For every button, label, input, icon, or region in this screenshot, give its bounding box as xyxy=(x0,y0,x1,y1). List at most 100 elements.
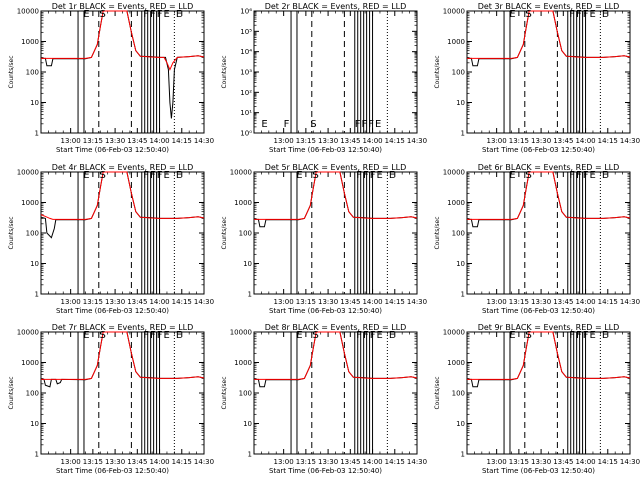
x-tick-label: 14:30 xyxy=(194,137,214,145)
lld-series-line xyxy=(41,10,205,71)
y-tick-label: 1 xyxy=(35,291,39,299)
event-marker-label: E xyxy=(176,330,183,341)
y-axis-label: Counts/sec xyxy=(434,55,441,88)
event-marker-label: S xyxy=(100,170,107,181)
event-marker-label: FFFE xyxy=(143,9,171,20)
y-tick-label: 10 xyxy=(456,99,465,107)
x-axis-label: Start Time (06-Feb-03 12:50:40) xyxy=(269,467,382,475)
event-marker-label: E xyxy=(389,170,396,181)
axes-frame xyxy=(253,331,418,455)
x-tick-label: 14:30 xyxy=(407,458,427,466)
y-tick-label: 1000 xyxy=(21,38,39,46)
x-axis-label: Start Time (06-Feb-03 12:50:40) xyxy=(482,146,595,154)
event-marker-label: E xyxy=(83,170,90,181)
x-tick-label: 13:45 xyxy=(127,137,147,145)
x-tick-label: 13:15 xyxy=(83,137,103,145)
x-tick-label: 14:00 xyxy=(575,298,595,306)
event-marker-label: FFFE xyxy=(355,119,383,130)
event-marker-label: E xyxy=(602,330,609,341)
axes-frame xyxy=(466,10,631,134)
y-tick-label: 10 xyxy=(456,420,465,428)
event-marker-label: E xyxy=(261,119,268,130)
panel-det-3r: 1 10 100 1000 10000 13:00 13:15 13:30 13:45 14:00… xyxy=(434,2,640,154)
y-tick-label: 1 xyxy=(248,451,252,459)
y-axis-label: Counts/sec xyxy=(221,376,228,409)
event-marker-label: FFFE xyxy=(143,170,171,181)
y-tick-label: 100 xyxy=(452,390,465,398)
panel-det-8r: 1 10 100 1000 10000 13:00 13:15 13:30 13:45 14:00… xyxy=(221,323,427,475)
axes-frame xyxy=(466,171,631,295)
x-axis-label: Start Time (06-Feb-03 12:50:40) xyxy=(269,307,382,315)
x-tick-label: 14:00 xyxy=(149,458,169,466)
x-tick-label: 14:30 xyxy=(620,458,640,466)
y-tick-label: 100 xyxy=(452,230,465,238)
x-tick-label: 14:15 xyxy=(172,137,192,145)
panel-det-9r: 1 10 100 1000 10000 13:00 13:15 13:30 13:45 14:00… xyxy=(434,323,640,475)
x-tick-label: 13:30 xyxy=(318,137,338,145)
panel-det-1r: 1 10 100 1000 10000 13:00 13:15 13:30 13:45 14:00… xyxy=(8,2,214,154)
x-tick-label: 14:30 xyxy=(407,137,427,145)
panel-title: Det 9r BLACK = Events, RED = LLD xyxy=(478,323,620,332)
y-tick-label: 10000 xyxy=(230,169,252,177)
y-tick-label: 1000 xyxy=(21,199,39,207)
y-tick-label: 10³ xyxy=(240,69,252,77)
y-axis-label: Counts/sec xyxy=(8,376,15,409)
events-series-line xyxy=(41,10,205,119)
panel-title: Det 8r BLACK = Events, RED = LLD xyxy=(265,323,407,332)
x-tick-label: 14:15 xyxy=(385,137,405,145)
x-axis-label: Start Time (06-Feb-03 12:50:40) xyxy=(269,146,382,154)
axes-frame xyxy=(466,331,631,455)
x-tick-label: 14:00 xyxy=(149,137,169,145)
y-tick-label: 1 xyxy=(35,130,39,138)
y-tick-label: 1 xyxy=(461,451,465,459)
x-tick-label: 13:30 xyxy=(531,298,551,306)
x-tick-label: 13:00 xyxy=(274,298,294,306)
y-tick-label: 10000 xyxy=(443,8,465,16)
y-tick-label: 1 xyxy=(248,291,252,299)
x-tick-label: 13:30 xyxy=(531,458,551,466)
panel-det-2r: 10⁰ 10¹ 10² 10³ 10⁴ 10⁵ 10⁶ 13:00 13:15 13:30 13:4… xyxy=(221,2,427,154)
event-marker-label: S xyxy=(310,119,317,130)
x-tick-label: 13:15 xyxy=(83,458,103,466)
x-tick-label: 14:30 xyxy=(194,458,214,466)
x-tick-label: 14:30 xyxy=(620,137,640,145)
x-tick-label: 13:30 xyxy=(318,458,338,466)
x-tick-label: 13:45 xyxy=(127,458,147,466)
x-tick-label: 13:45 xyxy=(127,298,147,306)
x-tick-label: 13:00 xyxy=(487,298,507,306)
x-axis-label: Start Time (06-Feb-03 12:50:40) xyxy=(56,307,169,315)
x-tick-label: 13:30 xyxy=(531,137,551,145)
y-axis-label: Counts/sec xyxy=(221,216,228,249)
y-tick-label: 10 xyxy=(30,420,39,428)
y-tick-label: 1 xyxy=(35,451,39,459)
y-tick-label: 10⁵ xyxy=(240,28,252,36)
panel-title: Det 5r BLACK = Events, RED = LLD xyxy=(265,163,407,172)
panel-title: Det 7r BLACK = Events, RED = LLD xyxy=(52,323,194,332)
x-tick-label: 13:15 xyxy=(296,298,316,306)
x-tick-label: 13:15 xyxy=(509,298,529,306)
y-tick-label: 10⁰ xyxy=(240,130,252,138)
y-tick-label: 100 xyxy=(452,69,465,77)
y-tick-label: 1 xyxy=(461,130,465,138)
y-tick-label: 1000 xyxy=(447,199,465,207)
y-tick-label: 1000 xyxy=(21,359,39,367)
y-tick-label: 10 xyxy=(243,420,252,428)
y-tick-label: 10000 xyxy=(17,8,39,16)
event-marker-label: FFFE xyxy=(569,9,597,20)
y-axis-label: Counts/sec xyxy=(221,55,228,88)
event-marker-label: S xyxy=(526,330,533,341)
x-tick-label: 14:15 xyxy=(598,458,618,466)
x-tick-label: 13:00 xyxy=(61,458,81,466)
x-tick-label: 14:15 xyxy=(385,298,405,306)
y-tick-label: 100 xyxy=(239,230,252,238)
x-tick-label: 13:45 xyxy=(553,458,573,466)
y-tick-label: 1000 xyxy=(234,199,252,207)
event-marker-label: E xyxy=(602,9,609,20)
y-axis-label: Counts/sec xyxy=(434,216,441,249)
x-tick-label: 13:00 xyxy=(274,458,294,466)
y-tick-label: 10000 xyxy=(230,329,252,337)
event-marker-label: E xyxy=(83,9,90,20)
lld-series-line xyxy=(467,331,631,380)
lld-series-line xyxy=(467,10,631,59)
x-tick-label: 13:00 xyxy=(487,137,507,145)
